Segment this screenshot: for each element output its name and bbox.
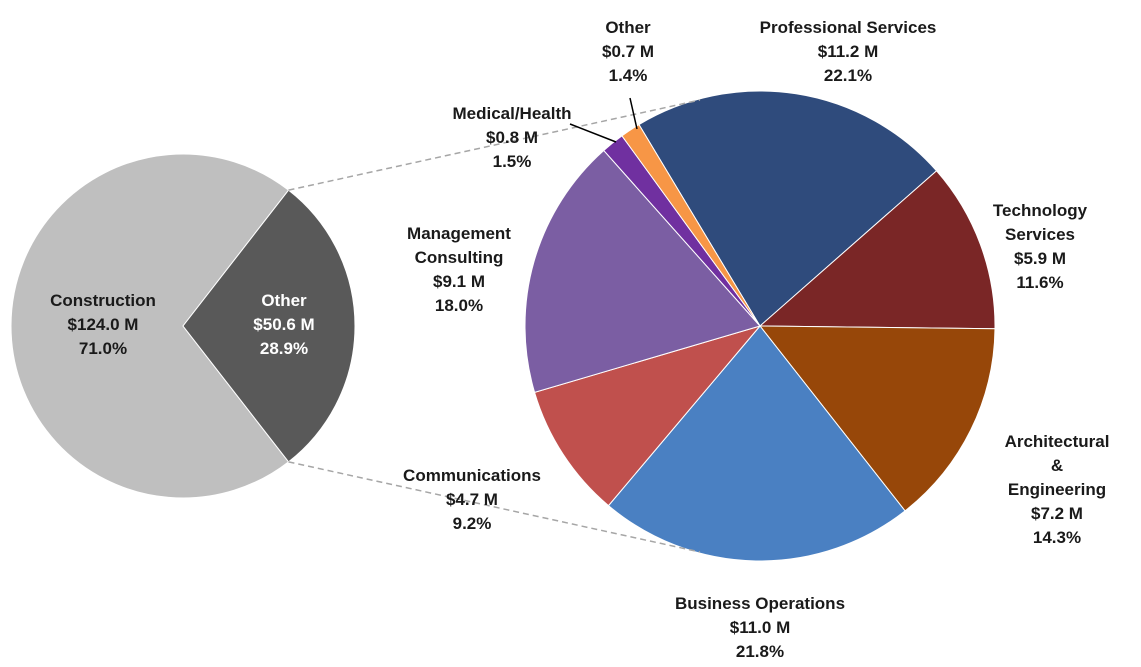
value-label: 21.8% (735, 642, 785, 661)
leader-line (569, 123, 617, 143)
category-label: Other (261, 291, 307, 310)
value-label: 1.5% (492, 152, 532, 171)
value-label: 18.0% (434, 296, 484, 315)
category-label: Medical/Health (452, 104, 572, 123)
data-label: Architectural & Engineering $7.2 M 14.3% (1005, 430, 1110, 550)
value-label: $4.7 M (446, 490, 498, 509)
leader-line (629, 97, 638, 130)
data-label: Communications $4.7 M 9.2% (403, 464, 541, 536)
value-label: $0.7 M (602, 42, 654, 61)
data-label: Other $50.6 M 28.9% (253, 289, 314, 361)
category-label: Architectural & Engineering (1004, 432, 1110, 499)
value-label: $124.0 M (67, 315, 139, 334)
value-label: 28.9% (259, 339, 309, 358)
connector-line (288, 99, 701, 191)
value-label: $0.8 M (486, 128, 538, 147)
data-label: Professional Services $11.2 M 22.1% (760, 16, 937, 88)
pie-slice (182, 189, 356, 463)
category-label: Management Consulting (407, 224, 511, 267)
pie-slice (533, 325, 762, 507)
value-label: 22.1% (823, 66, 873, 85)
category-label: Professional Services (759, 18, 937, 37)
value-label: 71.0% (78, 339, 128, 358)
value-label: $11.0 M (729, 618, 791, 637)
pie-slice (758, 325, 996, 512)
data-label: Technology Services $5.9 M 11.6% (993, 199, 1087, 295)
data-label: Medical/Health $0.8 M 1.5% (452, 102, 571, 174)
category-label: Business Operations (674, 594, 846, 613)
pie-slice (524, 149, 761, 394)
pie-slice (638, 90, 938, 327)
pie-slice (607, 325, 906, 562)
value-label: $50.6 M (253, 315, 315, 334)
category-label: Other (605, 18, 651, 37)
value-label: $7.2 M (1031, 504, 1083, 523)
data-label: Management Consulting $9.1 M 18.0% (407, 222, 511, 318)
value-label: $9.1 M (433, 272, 485, 291)
category-label: Technology Services (992, 201, 1088, 244)
value-label: 1.4% (608, 66, 648, 85)
value-label: 11.6% (1016, 273, 1064, 292)
data-label: Other $0.7 M 1.4% (602, 16, 654, 88)
connector-line (288, 461, 701, 553)
value-label: $5.9 M (1014, 249, 1066, 268)
data-label: Construction $124.0 M 71.0% (50, 289, 156, 361)
pie-slice (758, 170, 996, 330)
data-label: Business Operations $11.0 M 21.8% (675, 592, 845, 664)
value-label: 9.2% (452, 514, 492, 533)
category-label: Construction (50, 291, 156, 310)
category-label: Communications (403, 466, 541, 485)
pie-slice (621, 123, 761, 327)
value-label: $11.2 M (817, 42, 879, 61)
pie-slice (10, 153, 290, 499)
value-label: 14.3% (1032, 528, 1082, 547)
